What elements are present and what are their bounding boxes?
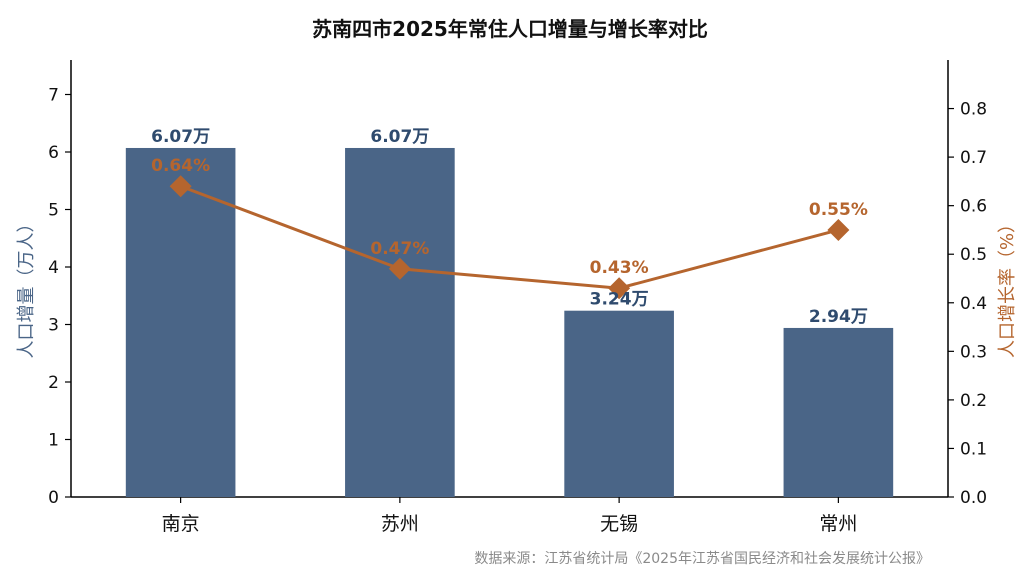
data-labels: 6.07万 6.07万 3.24万 2.94万 0.64% 0.47% 0.43% 0.55% [151,127,868,327]
y-tick-label: 6 [48,143,59,163]
y2-tick-label: 0.4 [960,294,987,314]
y2-axis-title: 人口增长率（%） [997,215,1018,358]
rate-value-label: 0.64% [151,156,210,176]
y2-tick-label: 0.5 [960,245,987,265]
x-tick-label: 苏州 [381,513,419,535]
y-tick-label: 3 [48,316,59,336]
x-tick-label: 常州 [819,513,857,535]
bar [125,147,236,497]
rate-marker [827,218,850,241]
bar-value-label: 3.24万 [590,290,649,310]
x-tick-label: 南京 [162,513,200,535]
rate-marker [608,277,631,300]
x-tick-label: 无锡 [600,513,638,535]
y2-tick-label: 0.8 [960,100,987,120]
source-note: 数据来源：江苏省统计局《2025年江苏省国民经济和社会发展统计公报》 [474,551,930,567]
y2-tick-label: 0.7 [960,148,987,168]
y2-tick-label: 0.2 [960,391,987,411]
y2-tick-label: 0.0 [960,488,987,508]
rate-line-path [180,184,839,290]
chart-title: 苏南四市2025年常住人口增量与增长率对比 [312,17,708,41]
rate-marker [169,175,192,198]
bars [125,147,894,497]
rate-line [169,175,850,300]
y2-tick-label: 0.1 [960,439,987,459]
y-tick-label: 4 [48,258,59,278]
y-tick-label: 1 [48,431,59,451]
bar-value-label: 2.94万 [809,307,868,327]
axes: 0 1 2 3 4 5 6 7 0.0 0.1 0.2 0.3 0.4 0.5 0.6 0.7 0.8 南京 苏州 无… [16,60,1018,535]
y2-tick-label: 0.6 [960,197,987,217]
y-tick-label: 0 [48,488,59,508]
rate-marker [388,257,411,280]
bar [564,310,674,497]
y-axis-title: 人口增量（万人） [16,215,37,359]
y2-tick-label: 0.3 [960,342,987,362]
rate-value-label: 0.55% [809,200,868,220]
y-tick-label: 2 [48,373,59,393]
bar-value-label: 6.07万 [370,127,429,147]
bar [345,147,455,497]
y-tick-label: 5 [48,201,59,221]
bar-value-label: 6.07万 [151,127,210,147]
bar [783,327,894,497]
rate-value-label: 0.43% [590,258,649,278]
rate-value-label: 0.47% [370,239,429,259]
y-tick-label: 7 [48,86,59,106]
